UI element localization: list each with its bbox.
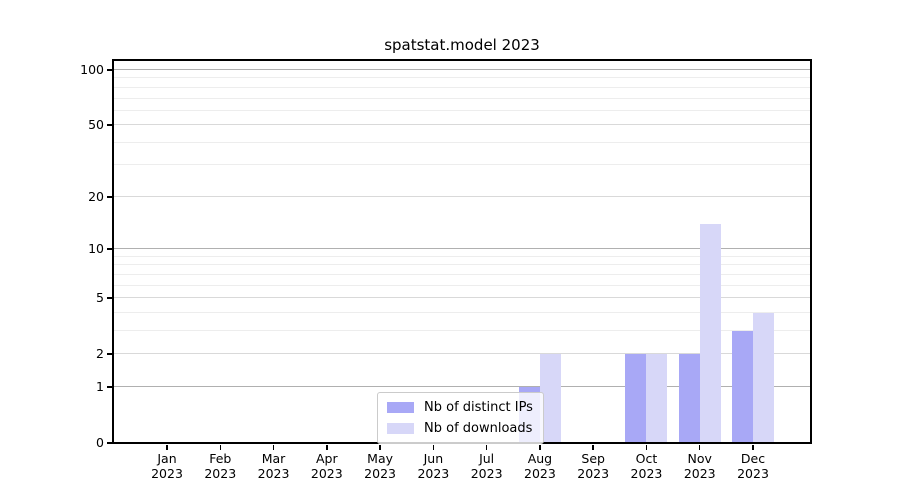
x-tick-nov (698, 444, 701, 450)
legend-item-distinct-ips: Nb of distinct IPs (387, 398, 533, 416)
minor-gridline (113, 329, 811, 331)
x-tick-jun (432, 444, 435, 450)
x-axis-labels: Jan 2023 Feb 2023 Mar 2023 Apr 2023 May 2023 Jun 20… (113, 451, 811, 491)
y-tick-0 (106, 442, 112, 444)
y-tick-label-10: 10 (88, 241, 104, 257)
x-tick-may (379, 444, 381, 450)
minor-gridline (113, 109, 811, 111)
x-tick-aug (539, 444, 541, 450)
bar-downloads-nov (699, 224, 721, 443)
bar-downloads-oct (646, 354, 668, 443)
y-tick-10 (106, 248, 112, 250)
x-tick-label-aug: Aug 2023 (524, 451, 556, 481)
minor-gridline (113, 77, 811, 79)
y-tick-label-0: 0 (96, 435, 104, 450)
x-tick-sep (592, 444, 594, 450)
bar-ips-oct (625, 354, 647, 443)
gridline-5 (113, 297, 811, 299)
minor-gridline (113, 273, 811, 275)
x-tick-oct (645, 444, 648, 450)
y-tick-label-50: 50 (88, 117, 104, 133)
legend-label-distinct-ips: Nb of distinct IPs (424, 399, 533, 415)
bar-ips-dec (732, 330, 753, 443)
gridline-100 (113, 69, 811, 70)
minor-gridline (113, 284, 811, 286)
y-axis-labels: 0 1 2 5 10 20 50 100 (0, 0, 104, 500)
x-tick-jan (166, 444, 168, 450)
x-tick-label-sep: Sep 2023 (577, 451, 610, 481)
legend-label-downloads: Nb of downloads (424, 420, 533, 436)
x-tick-dec (752, 444, 754, 450)
gridline-50 (113, 124, 811, 126)
y-tick-5 (106, 297, 112, 299)
minor-gridline (113, 264, 811, 266)
y-tick-2 (106, 353, 112, 355)
minor-gridline (113, 86, 811, 88)
y-tick-label-2: 2 (96, 346, 104, 362)
x-tick-label-mar: Mar 2023 (257, 451, 290, 481)
x-tick-label-oct: Oct 2023 (630, 451, 663, 481)
chart-title: spatstat.model 2023 (384, 36, 540, 54)
x-tick-label-jan: Jan 2023 (151, 451, 183, 481)
y-tick-50 (106, 124, 112, 126)
legend-item-downloads: Nb of downloads (387, 419, 533, 437)
right-spine (810, 59, 812, 444)
left-spine (112, 59, 114, 444)
x-tick-jul (485, 444, 488, 450)
plot-area (106, 59, 812, 450)
y-tick-label-1: 1 (96, 378, 104, 394)
y-tick-20 (106, 196, 112, 198)
minor-gridline (113, 164, 811, 166)
x-tick-label-apr: Apr 2023 (310, 451, 343, 481)
top-spine (113, 59, 811, 61)
minor-gridline (113, 255, 811, 257)
x-tick-label-feb: Feb 2023 (204, 451, 237, 481)
gridline-10 (113, 248, 811, 250)
bar-downloads-aug (539, 354, 561, 443)
x-tick-apr (326, 444, 328, 450)
minor-gridline (113, 141, 811, 143)
x-tick-label-nov: Nov 2023 (683, 451, 716, 481)
bar-ips-nov (678, 354, 700, 443)
minor-gridline (113, 97, 811, 99)
gridline-1 (113, 385, 811, 387)
gridline-2 (113, 353, 811, 355)
bar-downloads-dec (753, 312, 774, 443)
legend-swatch-downloads (387, 422, 414, 434)
minor-gridline (113, 311, 811, 313)
x-tick-label-dec: Dec 2023 (737, 451, 769, 481)
y-tick-label-20: 20 (88, 188, 104, 204)
y-tick-label-5: 5 (96, 290, 104, 306)
legend: Nb of distinct IPs Nb of downloads (377, 392, 544, 444)
x-tick-label-may: May 2023 (364, 451, 396, 481)
x-tick-label-jun: Jun 2023 (417, 451, 450, 481)
y-tick-label-100: 100 (80, 62, 104, 77)
gridline-20 (113, 195, 811, 197)
y-tick-100 (106, 69, 112, 71)
x-tick-label-jul: Jul 2023 (470, 451, 503, 481)
legend-swatch-distinct-ips (387, 401, 414, 413)
x-tick-mar (272, 444, 275, 450)
x-tick-feb (219, 444, 222, 450)
y-tick-1 (106, 386, 112, 388)
